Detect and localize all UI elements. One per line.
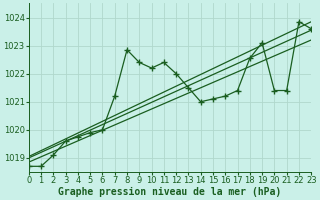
- X-axis label: Graphe pression niveau de la mer (hPa): Graphe pression niveau de la mer (hPa): [58, 186, 282, 197]
